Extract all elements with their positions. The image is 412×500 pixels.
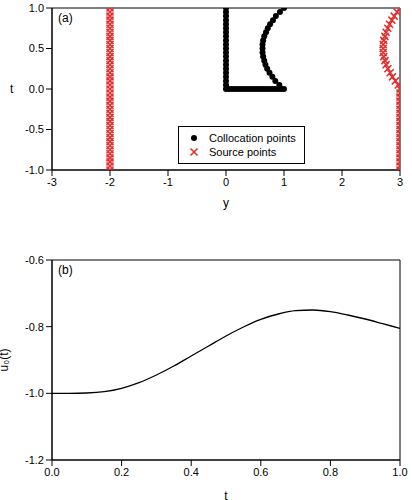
svg-text:0.0: 0.0 — [44, 466, 59, 478]
svg-text:t: t — [224, 489, 228, 500]
svg-text:-1.0: -1.0 — [25, 387, 44, 399]
svg-text:2: 2 — [339, 176, 345, 188]
html-text:Source points: Source points — [209, 146, 277, 158]
svg-text:t: t — [10, 82, 14, 96]
html-text:(b): (b) — [58, 263, 73, 277]
svg-text:1.0: 1.0 — [29, 2, 44, 14]
svg-text:0.6: 0.6 — [253, 466, 268, 478]
svg-text:-1.0: -1.0 — [25, 164, 44, 176]
svg-text:-2: -2 — [105, 176, 115, 188]
svg-text:0: 0 — [223, 176, 229, 188]
svg-text:0.5: 0.5 — [29, 42, 44, 54]
svg-text:1: 1 — [281, 176, 287, 188]
html-text:(a): (a) — [58, 11, 73, 25]
svg-text:y: y — [223, 196, 229, 210]
svg-text:0.4: 0.4 — [184, 466, 199, 478]
svg-text:0.2: 0.2 — [114, 466, 129, 478]
svg-text:3: 3 — [397, 176, 403, 188]
html-text:Collocation points: Collocation points — [209, 132, 296, 144]
svg-text:-0.6: -0.6 — [25, 254, 44, 266]
svg-text:-1: -1 — [163, 176, 173, 188]
svg-text:0.0: 0.0 — [29, 83, 44, 95]
svg-text:-1.2: -1.2 — [25, 454, 44, 466]
svg-text:0.8: 0.8 — [323, 466, 338, 478]
svg-text:-0.8: -0.8 — [25, 321, 44, 333]
svg-text:1.0: 1.0 — [392, 466, 404, 478]
svg-text:-0.5: -0.5 — [25, 123, 44, 135]
svg-text:u₀(t): u₀(t) — [8, 349, 11, 372]
svg-text:-3: -3 — [47, 176, 57, 188]
